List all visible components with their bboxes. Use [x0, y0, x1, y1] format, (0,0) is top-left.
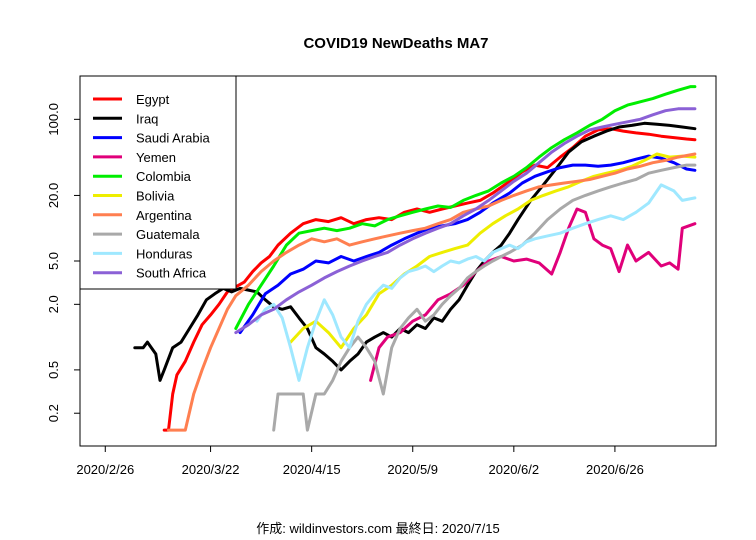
footer-caption: 作成: wildinvestors.com 最終日: 2020/7/15 [256, 521, 500, 536]
series-line-honduras [255, 183, 697, 382]
x-tick-label: 2020/5/9 [387, 462, 438, 477]
series-line-south-africa [234, 107, 697, 335]
legend-entry: Honduras [136, 246, 193, 261]
legend-entry: Argentina [136, 208, 192, 223]
legend-entry: Egypt [136, 92, 170, 107]
legend-entry: Iraq [136, 111, 158, 126]
y-tick-label: 2.0 [46, 295, 61, 313]
y-tick-label: 0.2 [46, 404, 61, 422]
y-tick-label: 0.5 [46, 361, 61, 379]
legend-entry: South Africa [136, 266, 207, 281]
legend-entry: Yemen [136, 150, 176, 165]
legend-entry: Saudi Arabia [136, 131, 210, 146]
plot-area: 0.2 0.5 2.0 5.0 20.0 100.0 2020/2/26 2020/3/22 2… [46, 75, 717, 477]
series-line-iraq [133, 121, 697, 382]
legend-entry: Bolivia [136, 189, 175, 204]
legend-box [79, 75, 237, 290]
x-tick-label: 2020/3/22 [182, 462, 240, 477]
legend: Egypt Iraq Saudi Arabia Yemen Colombia Bolivi… [79, 75, 237, 290]
chart-title: COVID19 NewDeaths MA7 [303, 35, 488, 52]
legend-entry: Guatemala [136, 227, 200, 242]
y-tick-label: 100.0 [46, 103, 61, 136]
series-line-guatemala [272, 163, 697, 432]
x-tick-label: 2020/4/15 [283, 462, 341, 477]
y-tick-label: 5.0 [46, 252, 61, 270]
x-tick-label: 2020/6/26 [586, 462, 644, 477]
series-line-colombia [234, 85, 697, 330]
x-tick-label: 2020/6/2 [489, 462, 540, 477]
series-line-argentina [167, 152, 697, 432]
legend-entry: Colombia [136, 169, 192, 184]
x-tick-label: 2020/2/26 [76, 462, 134, 477]
y-tick-label: 20.0 [46, 183, 61, 208]
series-line-yemen [369, 207, 697, 382]
series-line-saudi-arabia [238, 154, 697, 335]
